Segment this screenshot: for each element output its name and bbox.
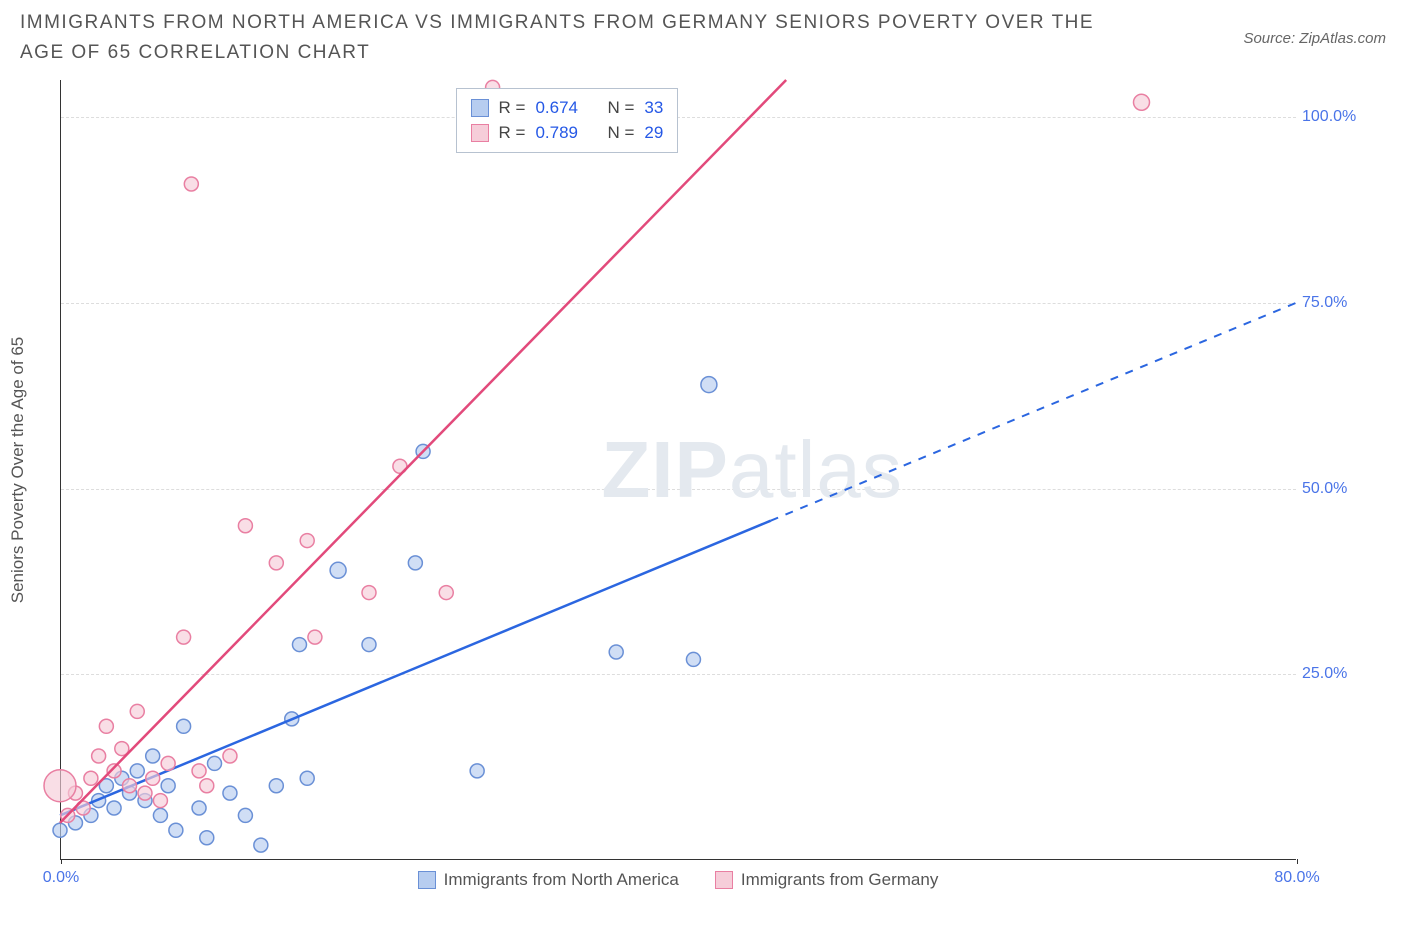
data-point-na (169, 823, 183, 837)
data-point-de (308, 630, 322, 644)
data-point-de (300, 534, 314, 548)
data-point-de (439, 586, 453, 600)
ytick-label: 75.0% (1302, 294, 1366, 312)
stat-row-na: R = 0.674 N = 33 (471, 95, 664, 121)
data-point-na (269, 779, 283, 793)
data-point-de (192, 764, 206, 778)
data-point-na (470, 764, 484, 778)
data-point-na (292, 638, 306, 652)
data-point-de (269, 556, 283, 570)
stats-legend: R = 0.674 N = 33R = 0.789 N = 29 (456, 88, 679, 153)
data-point-de (123, 779, 137, 793)
data-point-de (84, 771, 98, 785)
data-point-na (192, 801, 206, 815)
data-point-na (330, 562, 346, 578)
source-label: Source: ZipAtlas.com (1243, 8, 1386, 47)
data-point-de (138, 786, 152, 800)
chart-title: IMMIGRANTS FROM NORTH AMERICA VS IMMIGRA… (20, 8, 1120, 69)
data-point-na (609, 645, 623, 659)
data-point-na (223, 786, 237, 800)
legend-item-na: Immigrants from North America (418, 870, 679, 890)
data-point-na (362, 638, 376, 652)
data-point-de (177, 630, 191, 644)
data-point-na (208, 756, 222, 770)
data-point-na (408, 556, 422, 570)
data-point-de (44, 770, 76, 802)
series-legend: Immigrants from North America Immigrants … (60, 870, 1296, 890)
chart-svg (60, 80, 1296, 860)
data-point-na (238, 808, 252, 822)
data-point-na (686, 652, 700, 666)
trendline-de (60, 80, 786, 823)
data-point-de (223, 749, 237, 763)
data-point-na (146, 749, 160, 763)
data-point-na (153, 808, 167, 822)
plot-area: Seniors Poverty Over the Age of 65 25.0%… (60, 80, 1296, 860)
data-point-na (161, 779, 175, 793)
legend-swatch (715, 871, 733, 889)
data-point-de (130, 704, 144, 718)
data-point-de (362, 586, 376, 600)
ytick-label: 50.0% (1302, 480, 1366, 498)
legend-swatch (471, 124, 489, 142)
legend-swatch (418, 871, 436, 889)
data-point-na (300, 771, 314, 785)
legend-swatch (471, 99, 489, 117)
y-axis-title: Seniors Poverty Over the Age of 65 (8, 337, 28, 603)
legend-label: Immigrants from North America (444, 870, 679, 890)
ytick-label: 25.0% (1302, 665, 1366, 683)
data-point-na (130, 764, 144, 778)
trendline-na-dashed (771, 303, 1296, 521)
ytick-label: 100.0% (1302, 108, 1366, 126)
data-point-de (1134, 94, 1150, 110)
legend-label: Immigrants from Germany (741, 870, 938, 890)
data-point-na (53, 823, 67, 837)
data-point-na (701, 377, 717, 393)
data-point-na (177, 719, 191, 733)
data-point-de (238, 519, 252, 533)
data-point-na (254, 838, 268, 852)
xtick-mark (1297, 859, 1298, 864)
data-point-de (184, 177, 198, 191)
data-point-de (200, 779, 214, 793)
data-point-de (161, 756, 175, 770)
data-point-na (107, 801, 121, 815)
legend-item-de: Immigrants from Germany (715, 870, 938, 890)
data-point-de (153, 794, 167, 808)
stat-row-de: R = 0.789 N = 29 (471, 120, 664, 146)
data-point-de (146, 771, 160, 785)
data-point-de (99, 719, 113, 733)
data-point-na (200, 831, 214, 845)
data-point-de (92, 749, 106, 763)
